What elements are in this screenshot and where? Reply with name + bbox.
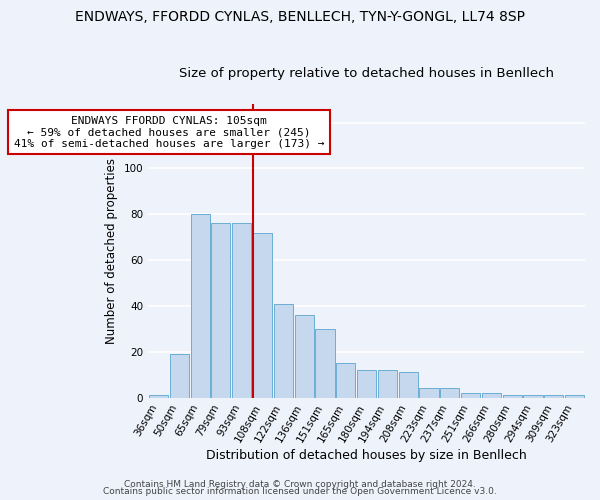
Bar: [253, 232, 272, 398]
Text: Contains HM Land Registry data © Crown copyright and database right 2024.: Contains HM Land Registry data © Crown c…: [124, 480, 476, 489]
Y-axis label: Number of detached properties: Number of detached properties: [105, 158, 118, 344]
Bar: [503, 396, 522, 398]
Bar: [544, 396, 563, 398]
Bar: [357, 370, 376, 398]
Bar: [523, 396, 542, 398]
Text: ENDWAYS, FFORDD CYNLAS, BENLLECH, TYN-Y-GONGL, LL74 8SP: ENDWAYS, FFORDD CYNLAS, BENLLECH, TYN-Y-…: [75, 10, 525, 24]
Bar: [440, 388, 460, 398]
Bar: [336, 363, 355, 398]
Text: ENDWAYS FFORDD CYNLAS: 105sqm
← 59% of detached houses are smaller (245)
41% of : ENDWAYS FFORDD CYNLAS: 105sqm ← 59% of d…: [14, 116, 324, 149]
Bar: [211, 224, 230, 398]
Bar: [565, 396, 584, 398]
Bar: [170, 354, 189, 398]
Title: Size of property relative to detached houses in Benllech: Size of property relative to detached ho…: [179, 66, 554, 80]
Bar: [295, 315, 314, 398]
Bar: [274, 304, 293, 398]
Bar: [482, 393, 501, 398]
Bar: [191, 214, 209, 398]
Bar: [398, 372, 418, 398]
Bar: [419, 388, 439, 398]
Text: Contains public sector information licensed under the Open Government Licence v3: Contains public sector information licen…: [103, 487, 497, 496]
Bar: [316, 329, 335, 398]
Bar: [378, 370, 397, 398]
Bar: [232, 224, 251, 398]
Bar: [461, 393, 480, 398]
Bar: [149, 396, 168, 398]
X-axis label: Distribution of detached houses by size in Benllech: Distribution of detached houses by size …: [206, 450, 527, 462]
